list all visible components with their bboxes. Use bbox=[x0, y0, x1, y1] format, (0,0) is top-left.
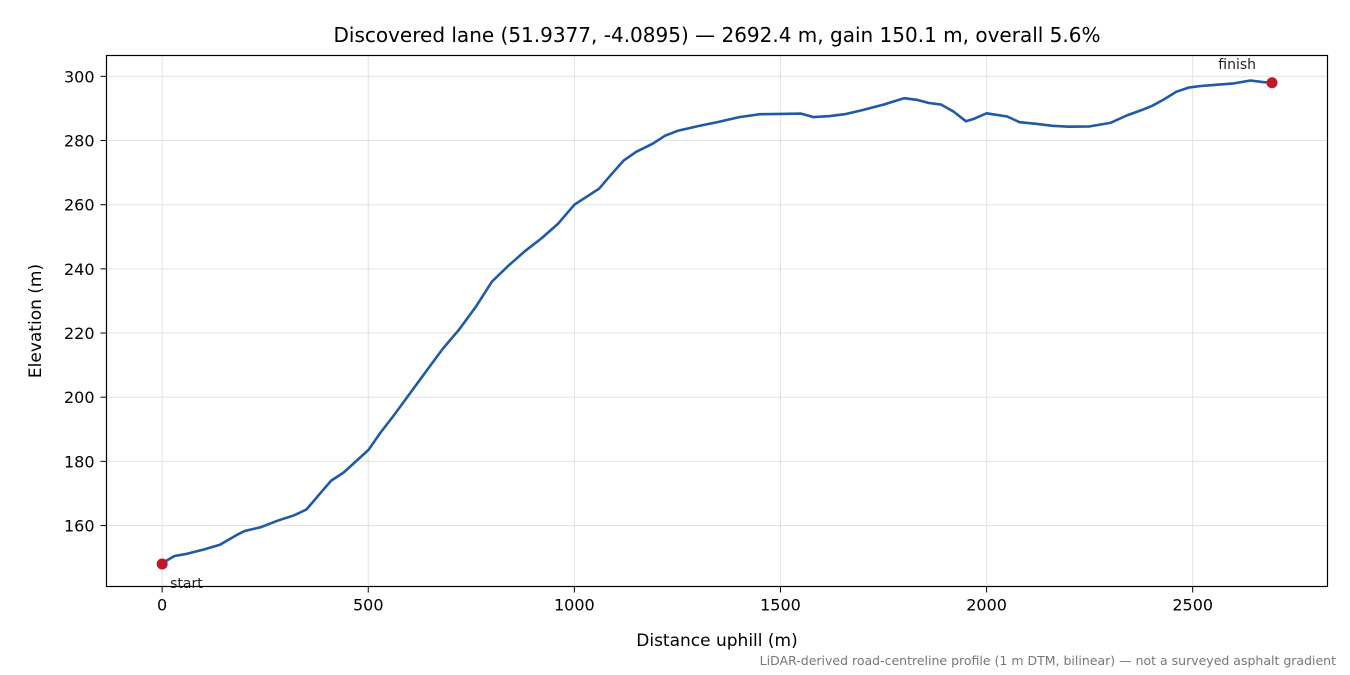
grid-lines bbox=[106, 55, 1328, 587]
x-tick-label: 2500 bbox=[1172, 596, 1213, 615]
axes-frame bbox=[105, 54, 1329, 588]
x-tick-label: 500 bbox=[353, 596, 384, 615]
y-tick-label: 260 bbox=[64, 196, 95, 215]
y-tick-label: 300 bbox=[64, 67, 95, 86]
x-tick-label: 2000 bbox=[966, 596, 1007, 615]
y-tick-label: 220 bbox=[64, 324, 95, 343]
elevation-line bbox=[160, 79, 1274, 566]
chart-title: Discovered lane (51.9377, -4.0895) — 269… bbox=[333, 23, 1100, 47]
start-marker bbox=[156, 558, 168, 570]
y-axis-ticks: 160 180 200 220 240 260 280 300 bbox=[64, 67, 107, 536]
finish-label: finish bbox=[1218, 57, 1256, 73]
y-tick-label: 180 bbox=[64, 452, 95, 471]
y-tick-label: 280 bbox=[64, 132, 95, 151]
finish-marker bbox=[1266, 77, 1278, 89]
x-tick-label: 0 bbox=[157, 596, 167, 615]
x-tick-label: 1500 bbox=[760, 596, 801, 615]
y-tick-label: 200 bbox=[64, 388, 95, 407]
x-tick-label: 1000 bbox=[554, 596, 595, 615]
y-axis-label: Elevation (m) bbox=[26, 264, 46, 378]
x-axis-label: Distance uphill (m) bbox=[636, 631, 797, 651]
y-tick-label: 160 bbox=[64, 517, 95, 536]
start-label: start bbox=[170, 576, 203, 592]
x-axis-ticks: 0 500 1000 1500 2000 2500 bbox=[157, 586, 1213, 615]
y-tick-label: 240 bbox=[64, 260, 95, 279]
chart-caption: LiDAR-derived road-centreline profile (1… bbox=[760, 653, 1336, 668]
plot-area: start finish bbox=[156, 57, 1278, 592]
